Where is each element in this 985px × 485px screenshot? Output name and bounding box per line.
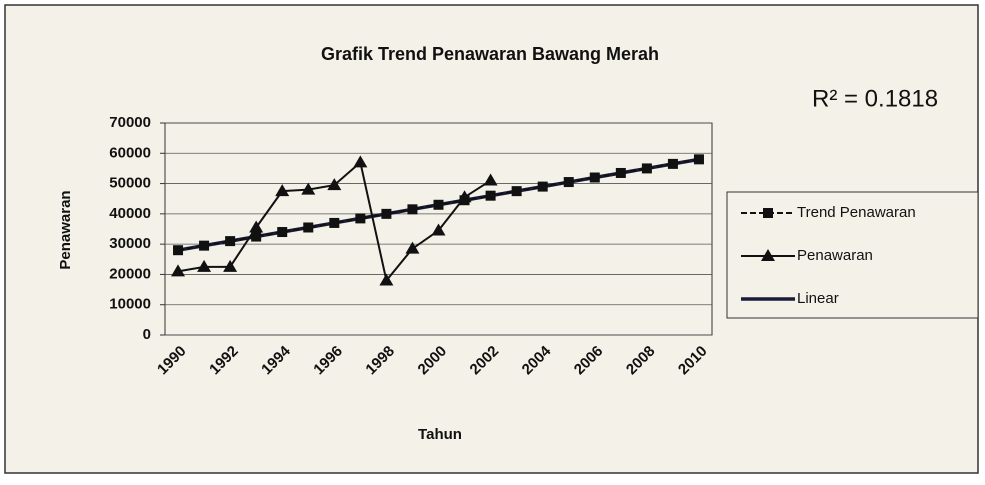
data-point [537, 181, 548, 192]
x-axis-label: Tahun [418, 426, 462, 443]
legend-marker [761, 249, 775, 261]
data-point [433, 199, 444, 210]
data-point [641, 163, 652, 174]
legend-label: Trend Penawaran [797, 204, 916, 221]
data-point [379, 273, 394, 286]
data-point [667, 158, 678, 169]
data-point [615, 167, 626, 178]
data-point [589, 172, 600, 183]
data-point [353, 155, 368, 168]
data-point [405, 241, 420, 254]
data-point [329, 217, 340, 228]
data-point [173, 245, 184, 256]
data-point [303, 222, 314, 233]
data-point [485, 190, 496, 201]
data-point [171, 264, 186, 277]
data-point [301, 182, 316, 195]
y-tick-label: 20000 [109, 265, 151, 282]
data-point [693, 154, 704, 165]
chart-title: Grafik Trend Penawaran Bawang Merah [321, 44, 659, 64]
data-point [355, 213, 366, 224]
data-point [223, 259, 238, 272]
y-tick-label: 70000 [109, 114, 151, 131]
data-point [483, 173, 498, 186]
y-tick-label: 50000 [109, 175, 151, 192]
data-point [277, 227, 288, 238]
legend-label: Linear [797, 290, 839, 307]
data-point [407, 204, 418, 215]
data-point [327, 178, 342, 191]
data-point [275, 184, 290, 197]
legend-marker [763, 208, 773, 218]
y-tick-label: 30000 [109, 235, 151, 252]
data-point [381, 208, 392, 219]
y-axis-label: Penawaran [57, 190, 74, 269]
data-point [563, 177, 574, 188]
data-point [251, 231, 262, 242]
y-tick-label: 40000 [109, 205, 151, 222]
data-point [511, 186, 522, 197]
y-tick-label: 10000 [109, 296, 151, 313]
y-tick-label: 0 [143, 326, 151, 343]
data-point [199, 240, 210, 251]
legend-label: Penawaran [797, 247, 873, 264]
y-tick-label: 60000 [109, 144, 151, 161]
data-point [225, 236, 236, 247]
data-point [431, 223, 446, 236]
r-squared: R² = 0.1818 [812, 85, 938, 112]
data-point [457, 190, 472, 203]
data-point [197, 259, 212, 272]
data-point [249, 220, 264, 233]
